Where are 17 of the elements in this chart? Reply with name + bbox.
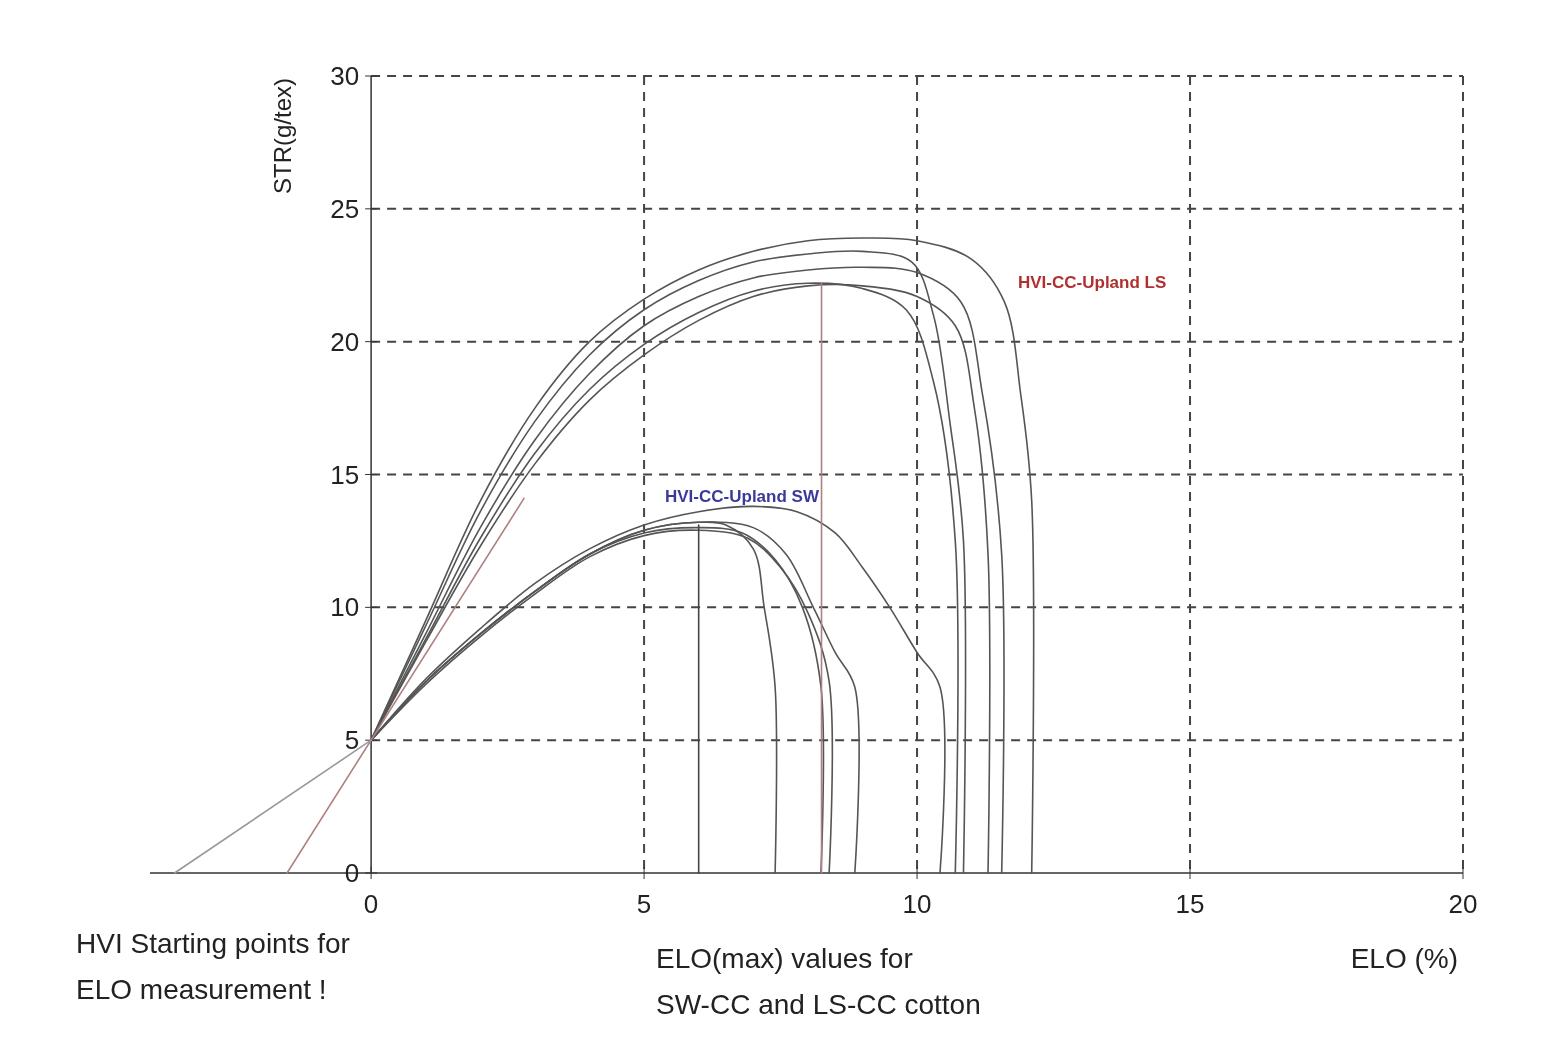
x-axis-title: ELO (%) xyxy=(1350,943,1458,974)
y-axis-title: STR(g/tex) xyxy=(269,78,297,195)
text: HVI Starting points for ELO measurement ! xyxy=(76,928,350,1005)
annotation: HVI-CC-Upland LS xyxy=(1018,273,1167,292)
x-tick-label: 0 xyxy=(363,889,379,919)
x-tick-label: 15 xyxy=(1175,889,1205,919)
x-tick-label: 20 xyxy=(1448,889,1478,919)
x-tick-label: 10 xyxy=(902,889,932,919)
annotation: HVI-CC-Upland SW xyxy=(665,487,820,506)
y-tick-label: 20 xyxy=(330,326,360,357)
x-tick-label: 5 xyxy=(636,889,652,919)
y-tick-label: 10 xyxy=(330,592,360,623)
y-tick-label: 30 xyxy=(330,61,360,91)
text: ELO(max) values for SW-CC and LS-CC cotton xyxy=(656,943,981,1020)
y-tick-label: 5 xyxy=(344,725,360,756)
y-tick-label: 25 xyxy=(330,193,360,224)
y-tick-label: 15 xyxy=(330,459,360,490)
